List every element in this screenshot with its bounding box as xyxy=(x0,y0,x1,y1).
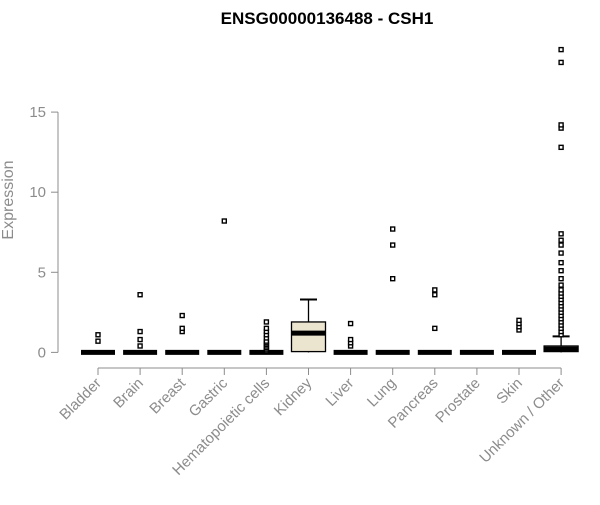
x-tick-label: Liver xyxy=(322,375,357,410)
outlier-point xyxy=(558,250,564,256)
outlier-point xyxy=(558,282,564,288)
x-tick-label: Lung xyxy=(364,375,400,411)
outlier-point xyxy=(432,292,438,298)
outlier-point xyxy=(95,338,101,344)
outlier-point xyxy=(347,320,354,327)
outlier-point xyxy=(558,46,564,53)
x-tick-label: Breast xyxy=(146,374,189,417)
outlier-point xyxy=(558,267,564,274)
x-tick-label: Bladder xyxy=(56,375,105,424)
y-axis-label: Expression xyxy=(0,160,17,239)
outlier-point xyxy=(390,242,396,248)
x-tick-label: Prostate xyxy=(432,375,484,427)
outlier-point xyxy=(558,231,564,237)
outlier-point xyxy=(390,275,396,282)
outlier-point xyxy=(263,325,270,332)
outlier-point xyxy=(516,317,522,324)
outlier-point xyxy=(390,226,396,232)
outlier-point xyxy=(558,259,564,266)
x-tick-label: Kidney xyxy=(271,374,316,419)
outlier-point xyxy=(558,59,564,66)
box-pancreas xyxy=(417,287,452,355)
box-lung xyxy=(375,226,410,355)
chart-title: ENSG00000136488 - CSH1 xyxy=(221,9,434,28)
outlier-point xyxy=(558,275,564,282)
outlier-point xyxy=(558,144,564,151)
box-brain xyxy=(123,292,158,355)
box-hematopoietic-cells xyxy=(249,319,284,355)
outlier-point xyxy=(432,287,438,293)
y-tick-label: 0 xyxy=(38,344,46,361)
box-body xyxy=(290,321,327,353)
outlier-point xyxy=(137,328,143,335)
box-breast xyxy=(165,312,200,355)
outlier-point xyxy=(137,292,143,298)
outlier-point xyxy=(347,336,354,343)
outlier-point xyxy=(558,122,564,128)
outlier-point xyxy=(221,218,228,224)
box-bladder xyxy=(81,332,115,355)
y-tick-label: 5 xyxy=(38,264,46,281)
outlier-point xyxy=(558,287,564,293)
y-tick-label: 15 xyxy=(29,104,46,121)
box-unknown-other xyxy=(543,46,579,353)
outlier-point xyxy=(137,343,143,349)
box-gastric xyxy=(207,218,242,355)
outlier-point xyxy=(558,237,564,243)
outlier-point xyxy=(95,332,101,338)
y-tick-label: 10 xyxy=(29,184,46,201)
outlier-point xyxy=(558,242,564,248)
box-kidney xyxy=(290,298,327,353)
outlier-point xyxy=(263,319,270,325)
outlier-point xyxy=(137,336,143,343)
outlier-point xyxy=(179,325,185,332)
x-tick-label: Brain xyxy=(110,375,147,412)
box-skin xyxy=(502,317,536,355)
boxes xyxy=(81,46,579,355)
outlier-point xyxy=(432,325,438,332)
box-liver xyxy=(333,320,368,355)
x-tick-label: Skin xyxy=(493,375,526,408)
outlier-point xyxy=(179,312,185,319)
